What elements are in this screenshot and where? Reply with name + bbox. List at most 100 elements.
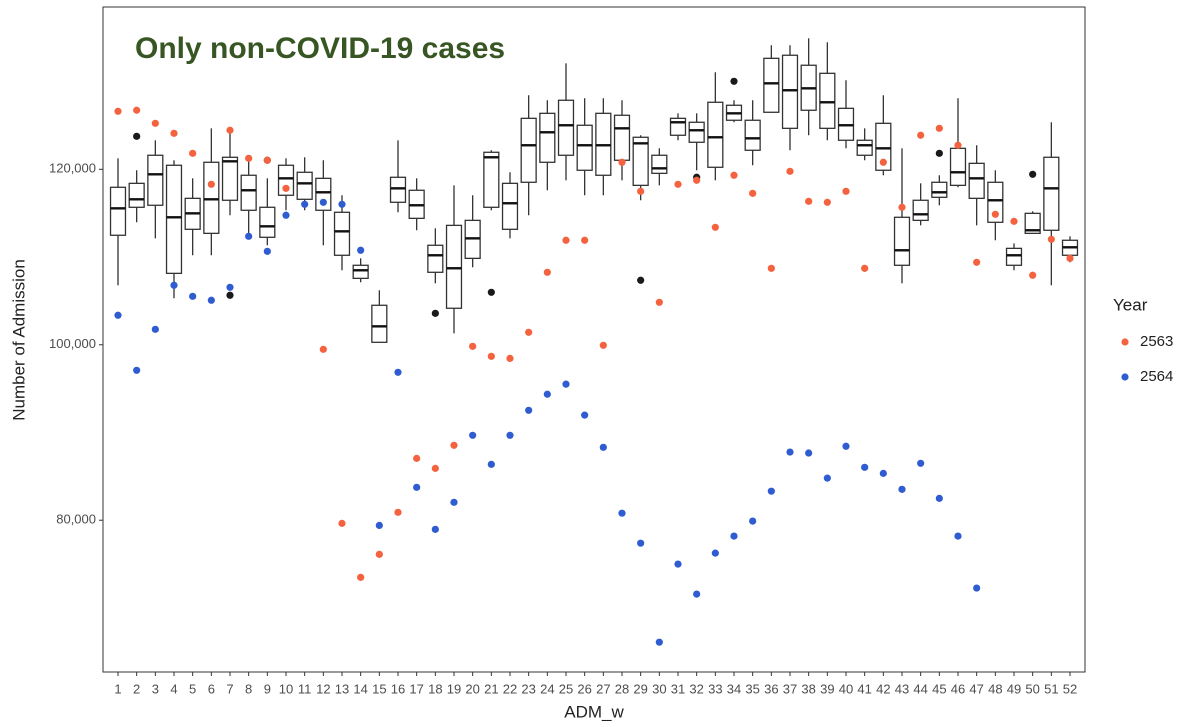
point — [1066, 254, 1074, 262]
point — [954, 532, 962, 540]
x-tick-label: 32 — [689, 681, 703, 696]
x-tick-label: 36 — [764, 681, 778, 696]
box — [669, 117, 687, 136]
x-tick-label: 5 — [189, 681, 196, 696]
point — [543, 268, 551, 276]
x-tick-label: 7 — [226, 681, 233, 696]
x-tick-label: 38 — [801, 681, 815, 696]
y-tick-label: 80,000 — [56, 512, 96, 527]
box — [856, 139, 873, 156]
x-tick-label: 50 — [1025, 681, 1039, 696]
point — [973, 584, 981, 592]
point — [282, 184, 290, 192]
x-tick-label: 10 — [279, 681, 293, 696]
point — [823, 198, 831, 206]
point — [487, 352, 495, 360]
point — [450, 498, 458, 506]
box — [371, 304, 388, 343]
point — [805, 197, 813, 205]
x-tick-label: 8 — [245, 681, 252, 696]
x-tick-label: 30 — [652, 681, 666, 696]
point — [282, 211, 290, 219]
box — [240, 174, 257, 211]
point — [338, 519, 346, 527]
point — [599, 341, 607, 349]
point — [207, 180, 215, 188]
point — [375, 550, 383, 558]
point — [674, 180, 682, 188]
legend-marker — [1121, 373, 1129, 381]
point — [245, 154, 253, 162]
x-tick-label: 31 — [671, 681, 685, 696]
point — [861, 463, 869, 471]
x-tick-label: 4 — [170, 681, 177, 696]
x-tick-label: 18 — [428, 681, 442, 696]
point — [917, 459, 925, 467]
box — [912, 199, 929, 222]
point — [655, 638, 663, 646]
point — [469, 342, 477, 350]
box — [203, 161, 220, 234]
x-tick-label: 40 — [839, 681, 853, 696]
x-tick-label: 13 — [335, 681, 349, 696]
outlier — [226, 291, 234, 299]
x-tick-label: 23 — [521, 681, 535, 696]
point — [581, 236, 589, 244]
box — [165, 164, 183, 275]
point — [749, 517, 757, 525]
point — [357, 246, 365, 254]
point — [693, 590, 701, 598]
box — [931, 181, 948, 198]
point — [786, 448, 794, 456]
x-tick-label: 20 — [465, 681, 479, 696]
point — [581, 411, 589, 419]
x-tick-label: 16 — [391, 681, 405, 696]
point — [469, 431, 477, 439]
point — [375, 521, 383, 530]
x-tick-label: 44 — [913, 681, 927, 696]
point — [973, 258, 981, 266]
box — [819, 72, 836, 129]
point — [394, 368, 402, 376]
y-axis-label: Number of Admission — [9, 259, 28, 421]
point — [301, 200, 309, 208]
point — [786, 167, 794, 175]
point — [525, 406, 533, 414]
x-tick-label: 24 — [540, 681, 554, 696]
box — [445, 224, 463, 309]
x-tick-label: 9 — [264, 681, 271, 696]
outlier — [935, 149, 943, 157]
x-tick-label: 45 — [932, 681, 946, 696]
point — [338, 200, 346, 208]
box — [221, 156, 239, 201]
box — [651, 154, 668, 174]
box — [987, 181, 1004, 223]
x-tick-label: 52 — [1063, 681, 1077, 696]
point — [711, 223, 719, 231]
x-tick-label: 48 — [988, 681, 1002, 696]
point — [357, 573, 365, 581]
point — [562, 380, 570, 388]
x-tick-label: 39 — [820, 681, 834, 696]
box — [296, 171, 313, 200]
outlier — [1029, 170, 1037, 178]
point — [767, 487, 775, 495]
legend-label: 2564 — [1140, 368, 1173, 385]
x-tick-label: 29 — [633, 681, 647, 696]
point — [506, 431, 514, 439]
legend-label: 2563 — [1140, 333, 1173, 350]
point — [431, 525, 439, 533]
point — [1047, 235, 1055, 243]
x-tick-label: 21 — [484, 681, 498, 696]
outlier — [637, 276, 645, 284]
box — [893, 216, 911, 266]
point — [487, 460, 495, 468]
point — [879, 158, 887, 166]
point — [319, 198, 327, 206]
legend-title: Year — [1113, 295, 1148, 314]
point — [842, 187, 850, 195]
box — [259, 206, 276, 238]
box — [968, 162, 985, 199]
point — [879, 469, 887, 477]
